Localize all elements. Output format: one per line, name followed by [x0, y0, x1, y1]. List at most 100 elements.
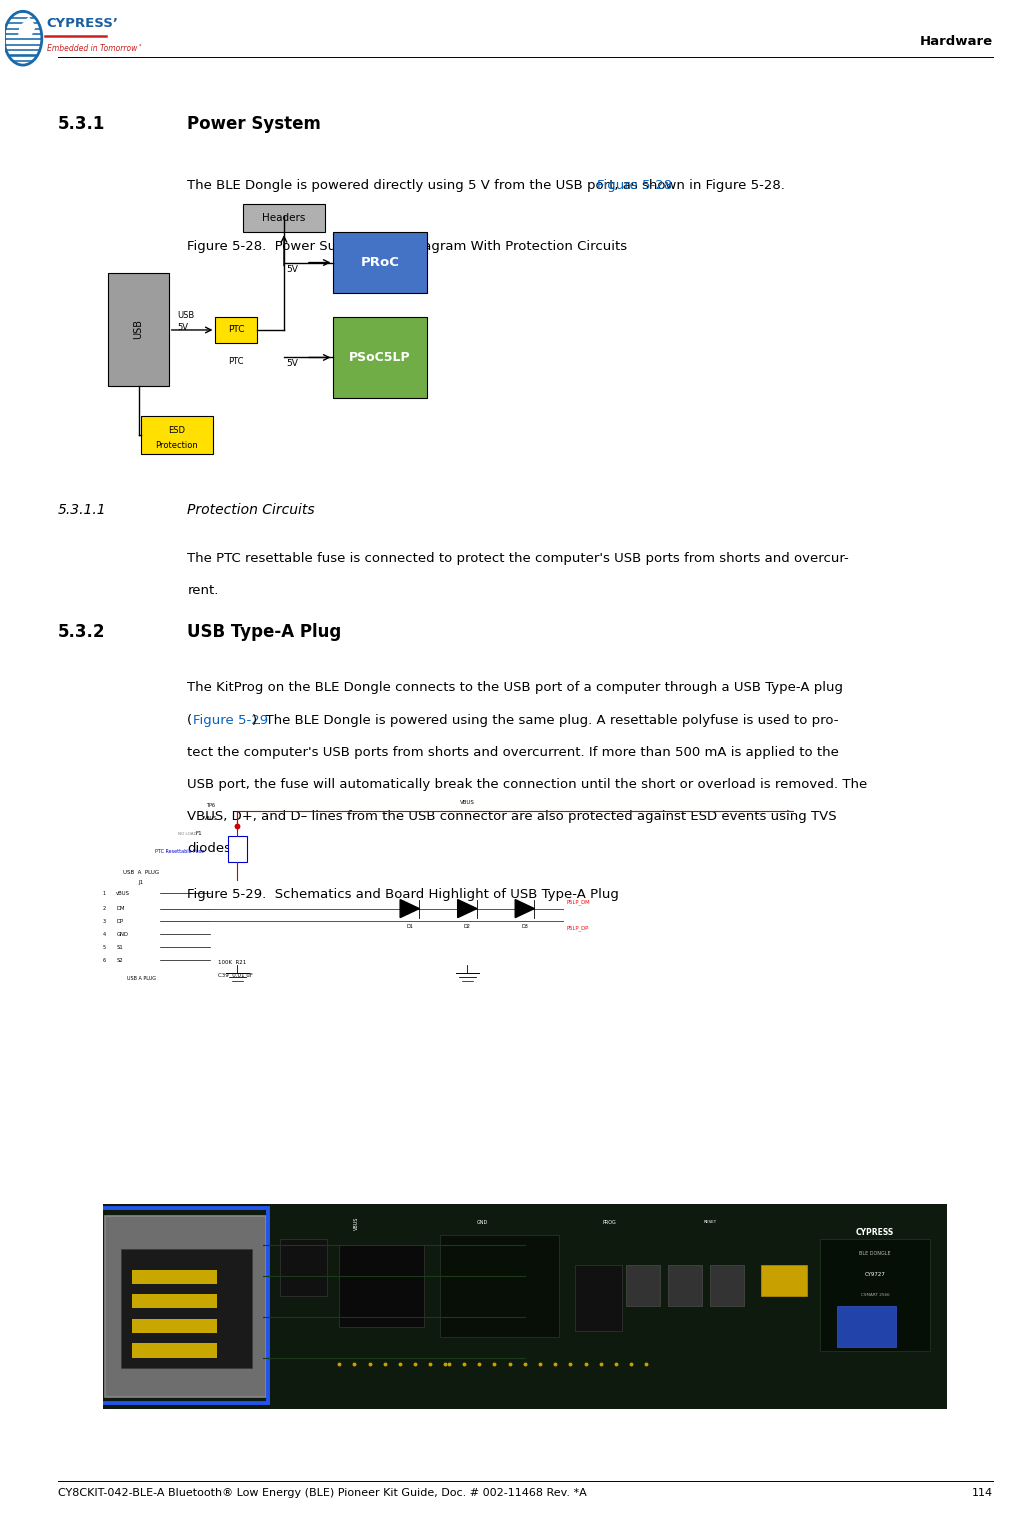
Text: PTC: PTC	[228, 358, 244, 367]
Text: Protection Circuits: Protection Circuits	[187, 503, 315, 516]
Text: USB Type-A Plug: USB Type-A Plug	[187, 623, 342, 642]
Text: 114: 114	[971, 1488, 993, 1499]
Text: Figure 5-29: Figure 5-29	[192, 714, 268, 727]
Text: 6: 6	[103, 958, 106, 963]
Bar	[133, 1294, 217, 1308]
Text: F1: F1	[196, 831, 202, 836]
Bar	[133, 1319, 217, 1332]
Bar	[121, 1248, 252, 1368]
Bar	[710, 1265, 744, 1306]
Text: J1: J1	[139, 880, 144, 885]
Text: DM: DM	[116, 906, 125, 911]
Text: The PTC resettable fuse is connected to protect the computer's USB ports from sh: The PTC resettable fuse is connected to …	[187, 552, 849, 565]
Bar	[6, 18, 40, 21]
Text: PROG: PROG	[602, 1221, 616, 1225]
Text: CYPRESS: CYPRESS	[856, 1229, 894, 1236]
Text: CYPRESS’: CYPRESS’	[46, 17, 118, 29]
Text: USB port, the fuse will automatically break the connection until the short or ov: USB port, the fuse will automatically br…	[187, 778, 867, 792]
Bar	[6, 46, 40, 47]
Text: P5LP_DP: P5LP_DP	[567, 926, 590, 931]
Polygon shape	[19, 17, 36, 37]
Text: PSoC5LP: PSoC5LP	[349, 351, 411, 364]
Bar	[6, 40, 40, 43]
Text: Hardware: Hardware	[920, 35, 993, 47]
Text: 1: 1	[103, 891, 106, 895]
FancyBboxPatch shape	[141, 416, 213, 454]
Text: 5V: 5V	[287, 264, 298, 274]
Text: Embedded in Tomorrow˂: Embedded in Tomorrow˂	[46, 44, 141, 53]
FancyBboxPatch shape	[108, 272, 169, 385]
Bar	[6, 35, 40, 37]
Text: D1: D1	[406, 924, 414, 929]
Bar	[837, 1306, 896, 1348]
Bar	[227, 836, 247, 862]
Text: (: (	[187, 714, 192, 727]
Bar	[6, 57, 40, 60]
Text: USB A PLUG: USB A PLUG	[127, 976, 155, 981]
Text: 5V: 5V	[287, 359, 298, 368]
Bar	[340, 1245, 424, 1326]
Text: PTC: PTC	[227, 325, 244, 335]
Text: USB  A  PLUG: USB A PLUG	[123, 869, 159, 876]
Text: 4: 4	[103, 932, 106, 937]
Text: S1: S1	[116, 944, 123, 950]
Bar	[820, 1239, 930, 1351]
Text: TP6: TP6	[206, 804, 215, 808]
Bar	[133, 1270, 217, 1284]
Text: 5V: 5V	[177, 322, 188, 332]
Text: C39  0.01 uF: C39 0.01 uF	[218, 973, 253, 978]
Bar	[6, 14, 40, 15]
Text: CSMART 2566: CSMART 2566	[860, 1293, 889, 1297]
FancyBboxPatch shape	[243, 203, 325, 232]
Text: GND: GND	[477, 1221, 488, 1225]
Text: PRoC: PRoC	[360, 257, 399, 269]
Text: DP: DP	[116, 918, 123, 924]
Text: rent.: rent.	[187, 584, 218, 597]
Text: NO LOAD: NO LOAD	[178, 831, 197, 836]
Text: VBUS: VBUS	[460, 801, 474, 805]
Text: USB: USB	[134, 319, 144, 339]
Circle shape	[4, 11, 42, 66]
Text: tect the computer's USB ports from shorts and overcurrent. If more than 500 mA i: tect the computer's USB ports from short…	[187, 746, 840, 759]
Text: Protection: Protection	[155, 442, 199, 449]
Text: Figure 5-28.  Power Supply Block Diagram With Protection Circuits: Figure 5-28. Power Supply Block Diagram …	[187, 240, 628, 254]
Text: 5.3.1.1: 5.3.1.1	[58, 503, 106, 516]
Text: The KitProg on the BLE Dongle connects to the USB port of a computer through a U: The KitProg on the BLE Dongle connects t…	[187, 681, 844, 695]
Polygon shape	[516, 900, 534, 918]
Bar	[101, 1209, 269, 1403]
Text: 100K  R21: 100K R21	[218, 960, 246, 966]
Text: GND: GND	[116, 932, 129, 937]
Text: S2: S2	[116, 958, 123, 963]
Text: Headers: Headers	[262, 212, 306, 223]
Text: Figure 5-29.  Schematics and Board Highlight of USB Type-A Plug: Figure 5-29. Schematics and Board Highli…	[187, 888, 619, 902]
Polygon shape	[400, 900, 420, 918]
Text: vBUS: vBUS	[116, 891, 131, 895]
Text: 5.3.2: 5.3.2	[58, 623, 105, 642]
Text: ESD: ESD	[169, 426, 185, 435]
Text: RESET: RESET	[704, 1221, 717, 1224]
Text: diodes.: diodes.	[187, 842, 236, 856]
Text: 5: 5	[103, 944, 106, 950]
FancyBboxPatch shape	[333, 232, 427, 293]
Bar	[626, 1265, 660, 1306]
Bar	[761, 1265, 808, 1296]
Text: VBUS: VBUS	[354, 1216, 358, 1230]
Bar	[280, 1239, 326, 1296]
Text: D3: D3	[522, 924, 528, 929]
Text: 3: 3	[103, 918, 106, 924]
Text: The BLE Dongle is powered directly using 5 V from the USB port, as shown in Figu: The BLE Dongle is powered directly using…	[187, 179, 785, 193]
Text: VBUS, D+, and D– lines from the USB connector are also protected against ESD eve: VBUS, D+, and D– lines from the USB conn…	[187, 810, 837, 824]
Text: VBUS: VBUS	[204, 816, 217, 821]
Bar	[575, 1265, 622, 1331]
Bar	[6, 50, 40, 53]
Bar	[6, 63, 40, 64]
Text: P5LP_DM: P5LP_DM	[567, 898, 591, 905]
Text: D2: D2	[464, 924, 470, 929]
Text: BLE DONGLE: BLE DONGLE	[859, 1251, 891, 1256]
Text: USB: USB	[177, 310, 194, 319]
Text: ). The BLE Dongle is powered using the same plug. A resettable polyfuse is used : ). The BLE Dongle is powered using the s…	[252, 714, 839, 727]
Text: CY8CKIT-042-BLE-A Bluetooth® Low Energy (BLE) Pioneer Kit Guide, Doc. # 002-1146: CY8CKIT-042-BLE-A Bluetooth® Low Energy …	[58, 1488, 587, 1499]
Text: 2: 2	[103, 906, 106, 911]
FancyBboxPatch shape	[333, 316, 427, 397]
Text: Figure 5-28: Figure 5-28	[597, 179, 672, 193]
